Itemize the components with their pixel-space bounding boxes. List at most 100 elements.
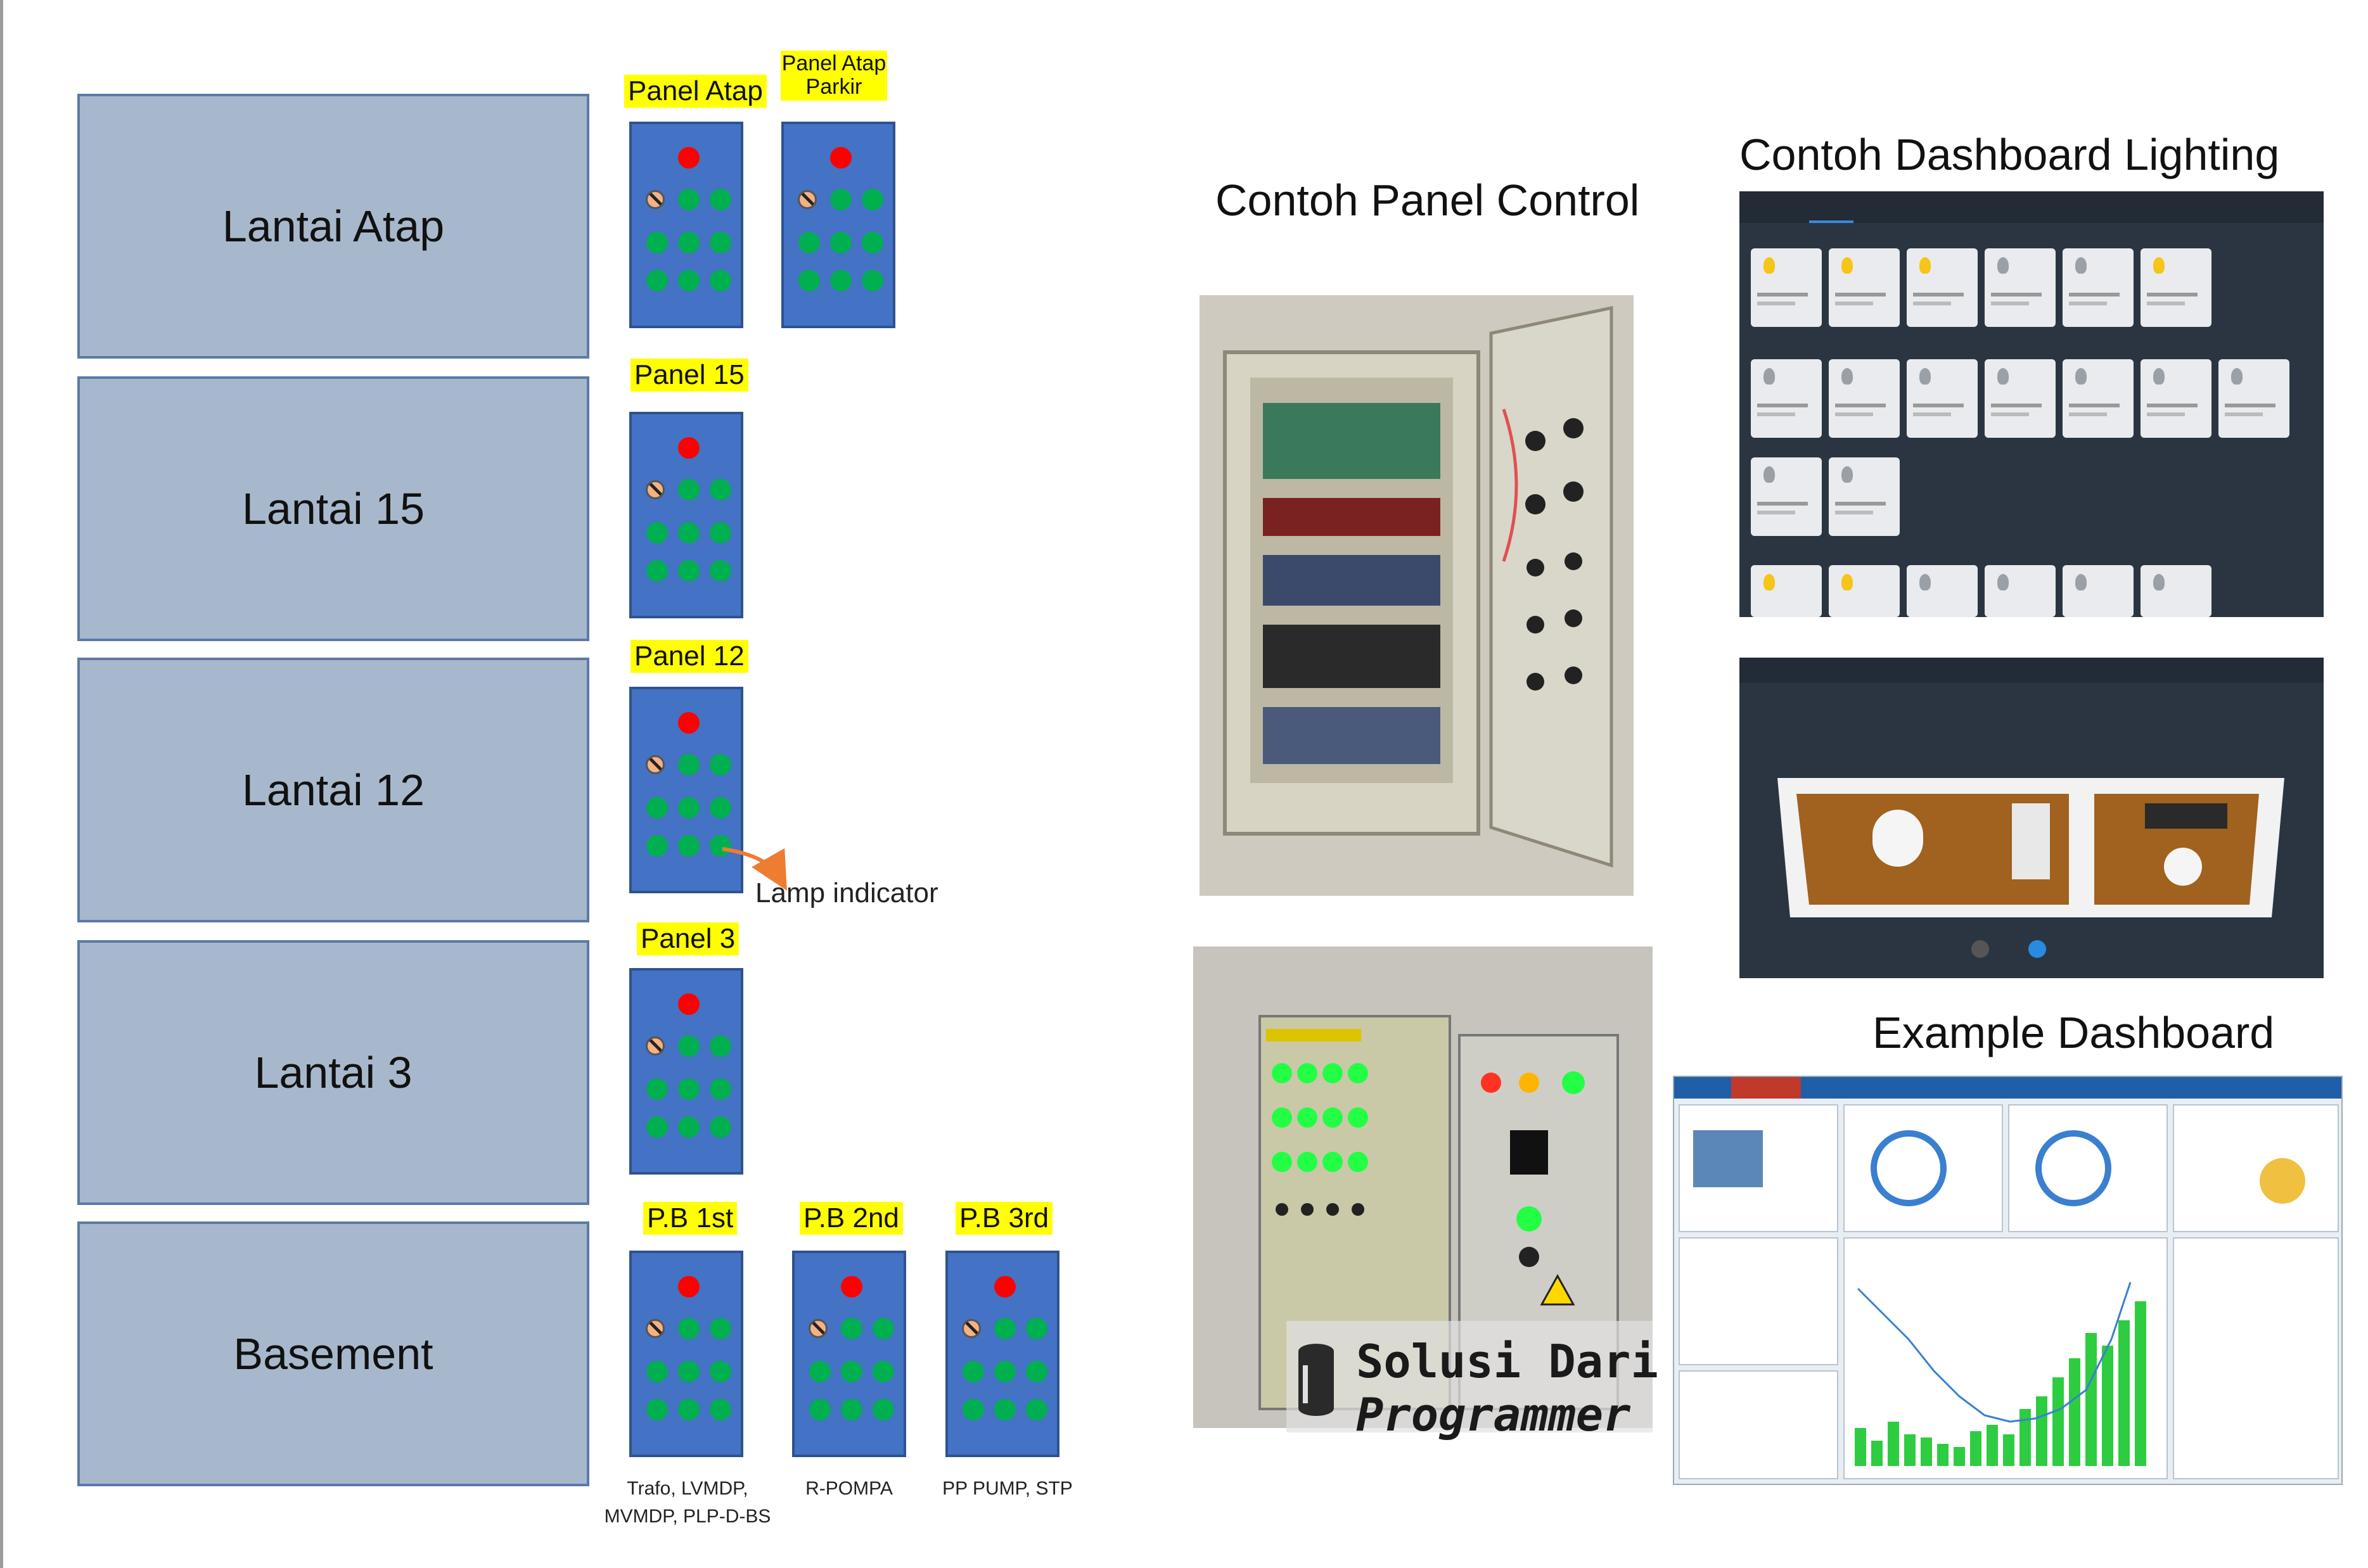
dashboard-bar bbox=[2118, 1320, 2130, 1466]
indicator-red bbox=[678, 993, 700, 1015]
light-tile[interactable] bbox=[2141, 359, 2211, 438]
tile-text-line bbox=[1757, 302, 1795, 305]
indicator-red bbox=[678, 437, 700, 459]
floor-lantai-atap: Lantai Atap bbox=[77, 94, 589, 359]
dashboard-lighting-screenshot bbox=[1739, 191, 2324, 617]
light-tile[interactable] bbox=[1829, 359, 1900, 438]
indicator-green bbox=[646, 560, 668, 582]
light-tile[interactable] bbox=[1907, 248, 1978, 327]
panel-label-pb3: P.B 3rd bbox=[956, 1202, 1053, 1235]
selector-switch bbox=[646, 480, 665, 499]
light-tile[interactable] bbox=[1985, 248, 2056, 327]
panel-label-line: Parkir bbox=[805, 75, 862, 99]
light-tile[interactable] bbox=[2218, 359, 2289, 438]
indicator-green bbox=[678, 754, 700, 775]
tile-text-line bbox=[1991, 293, 2042, 296]
tile-text-line bbox=[1757, 502, 1808, 506]
indicator-green bbox=[809, 1361, 831, 1382]
lamp-indicator-label: Lamp indicator bbox=[755, 877, 938, 908]
indicator-red bbox=[678, 712, 700, 734]
light-tile[interactable] bbox=[2063, 248, 2134, 327]
light-tile[interactable] bbox=[1751, 457, 1822, 536]
dashboard-bar bbox=[1871, 1441, 1883, 1466]
indicator-green bbox=[873, 1399, 894, 1420]
dashboard-bar bbox=[2085, 1333, 2097, 1466]
tile-text-line bbox=[2069, 293, 2120, 296]
tile-text-line bbox=[1835, 302, 1873, 305]
bulb-icon bbox=[1997, 368, 2009, 385]
indicator-green bbox=[809, 1399, 831, 1420]
light-tile[interactable] bbox=[2063, 565, 2134, 617]
light-tile[interactable] bbox=[2063, 359, 2134, 438]
light-tile[interactable] bbox=[2141, 565, 2211, 617]
indicator-red bbox=[841, 1276, 862, 1297]
watermark-line2: Programmer bbox=[1356, 1388, 1631, 1441]
bulb-icon bbox=[2231, 368, 2243, 385]
bulb-icon bbox=[1919, 574, 1931, 590]
indicator-green bbox=[646, 835, 668, 857]
light-tile[interactable] bbox=[1751, 248, 1822, 327]
light-tile[interactable] bbox=[1751, 359, 1822, 438]
light-tile[interactable] bbox=[1907, 359, 1978, 438]
indicator-red bbox=[678, 1276, 700, 1297]
panel-label-line: Panel Atap bbox=[781, 51, 886, 75]
indicator-green bbox=[841, 1399, 862, 1420]
bulb-icon bbox=[1841, 368, 1853, 385]
indicator-green bbox=[873, 1361, 894, 1382]
light-tile[interactable] bbox=[1751, 565, 1822, 617]
panel-label-atap-parkir: Panel Atap Parkir bbox=[781, 51, 887, 101]
example-dashboard-screenshot bbox=[1673, 1076, 2343, 1485]
indicator-green bbox=[646, 1116, 668, 1138]
bulb-icon bbox=[2075, 368, 2087, 385]
light-tile[interactable] bbox=[1829, 565, 1900, 617]
bulb-icon bbox=[1763, 257, 1775, 274]
panel-atap-parkir bbox=[781, 122, 895, 328]
indicator-green bbox=[862, 232, 883, 253]
indicator-green bbox=[1026, 1361, 1047, 1382]
panel-3 bbox=[629, 968, 743, 1175]
tile-text-line bbox=[2069, 302, 2107, 305]
light-tile[interactable] bbox=[2141, 248, 2211, 327]
example-dashboard-widgets bbox=[1679, 1104, 2339, 1479]
indicator-green bbox=[710, 560, 731, 582]
light-tile[interactable] bbox=[1907, 565, 1978, 617]
light-tile[interactable] bbox=[1829, 248, 1900, 327]
floor-label: Lantai 15 bbox=[241, 484, 425, 533]
tile-text-line bbox=[1913, 293, 1964, 296]
tile-text-line bbox=[2147, 404, 2198, 407]
light-tile[interactable] bbox=[1985, 359, 2056, 438]
bulb-icon bbox=[2153, 257, 2165, 274]
selector-switch bbox=[646, 1036, 665, 1055]
indicator-green bbox=[841, 1361, 862, 1382]
tile-text-line bbox=[2069, 412, 2107, 416]
indicator-green bbox=[646, 797, 668, 819]
indicator-green bbox=[678, 1361, 700, 1382]
indicator-red bbox=[994, 1276, 1016, 1297]
dashboard-bar bbox=[2052, 1377, 2064, 1466]
light-tile[interactable] bbox=[1829, 457, 1900, 536]
indicator-green bbox=[710, 797, 731, 819]
heading-panel-control: Contoh Panel Control bbox=[1215, 175, 1640, 225]
dashboard-topbar bbox=[1739, 191, 2324, 223]
indicator-red bbox=[830, 147, 852, 169]
indicator-green bbox=[678, 560, 700, 582]
tile-text-line bbox=[2225, 412, 2263, 416]
tile-text-line bbox=[1757, 404, 1808, 407]
indicator-green bbox=[994, 1318, 1016, 1339]
floor-lantai-3: Lantai 3 bbox=[77, 940, 589, 1205]
light-tile[interactable] bbox=[1985, 565, 2056, 617]
bulb-icon bbox=[2153, 574, 2165, 590]
dashboard-topbar bbox=[1739, 658, 2324, 683]
watermark-line1: Solusi Dari bbox=[1356, 1335, 1658, 1388]
indicator-green bbox=[830, 270, 852, 291]
selector-switch bbox=[962, 1319, 981, 1338]
indicator-green bbox=[678, 189, 700, 210]
indicator-green bbox=[710, 1078, 731, 1100]
indicator-green bbox=[841, 1318, 862, 1339]
dashboard-bar bbox=[1855, 1428, 1866, 1466]
heading-example-dashboard: Example Dashboard bbox=[1872, 1008, 2275, 1057]
indicator-green bbox=[646, 1399, 668, 1420]
left-frame-rule bbox=[0, 0, 3, 1568]
tile-text-line bbox=[2147, 293, 2198, 296]
indicator-green bbox=[678, 522, 700, 544]
